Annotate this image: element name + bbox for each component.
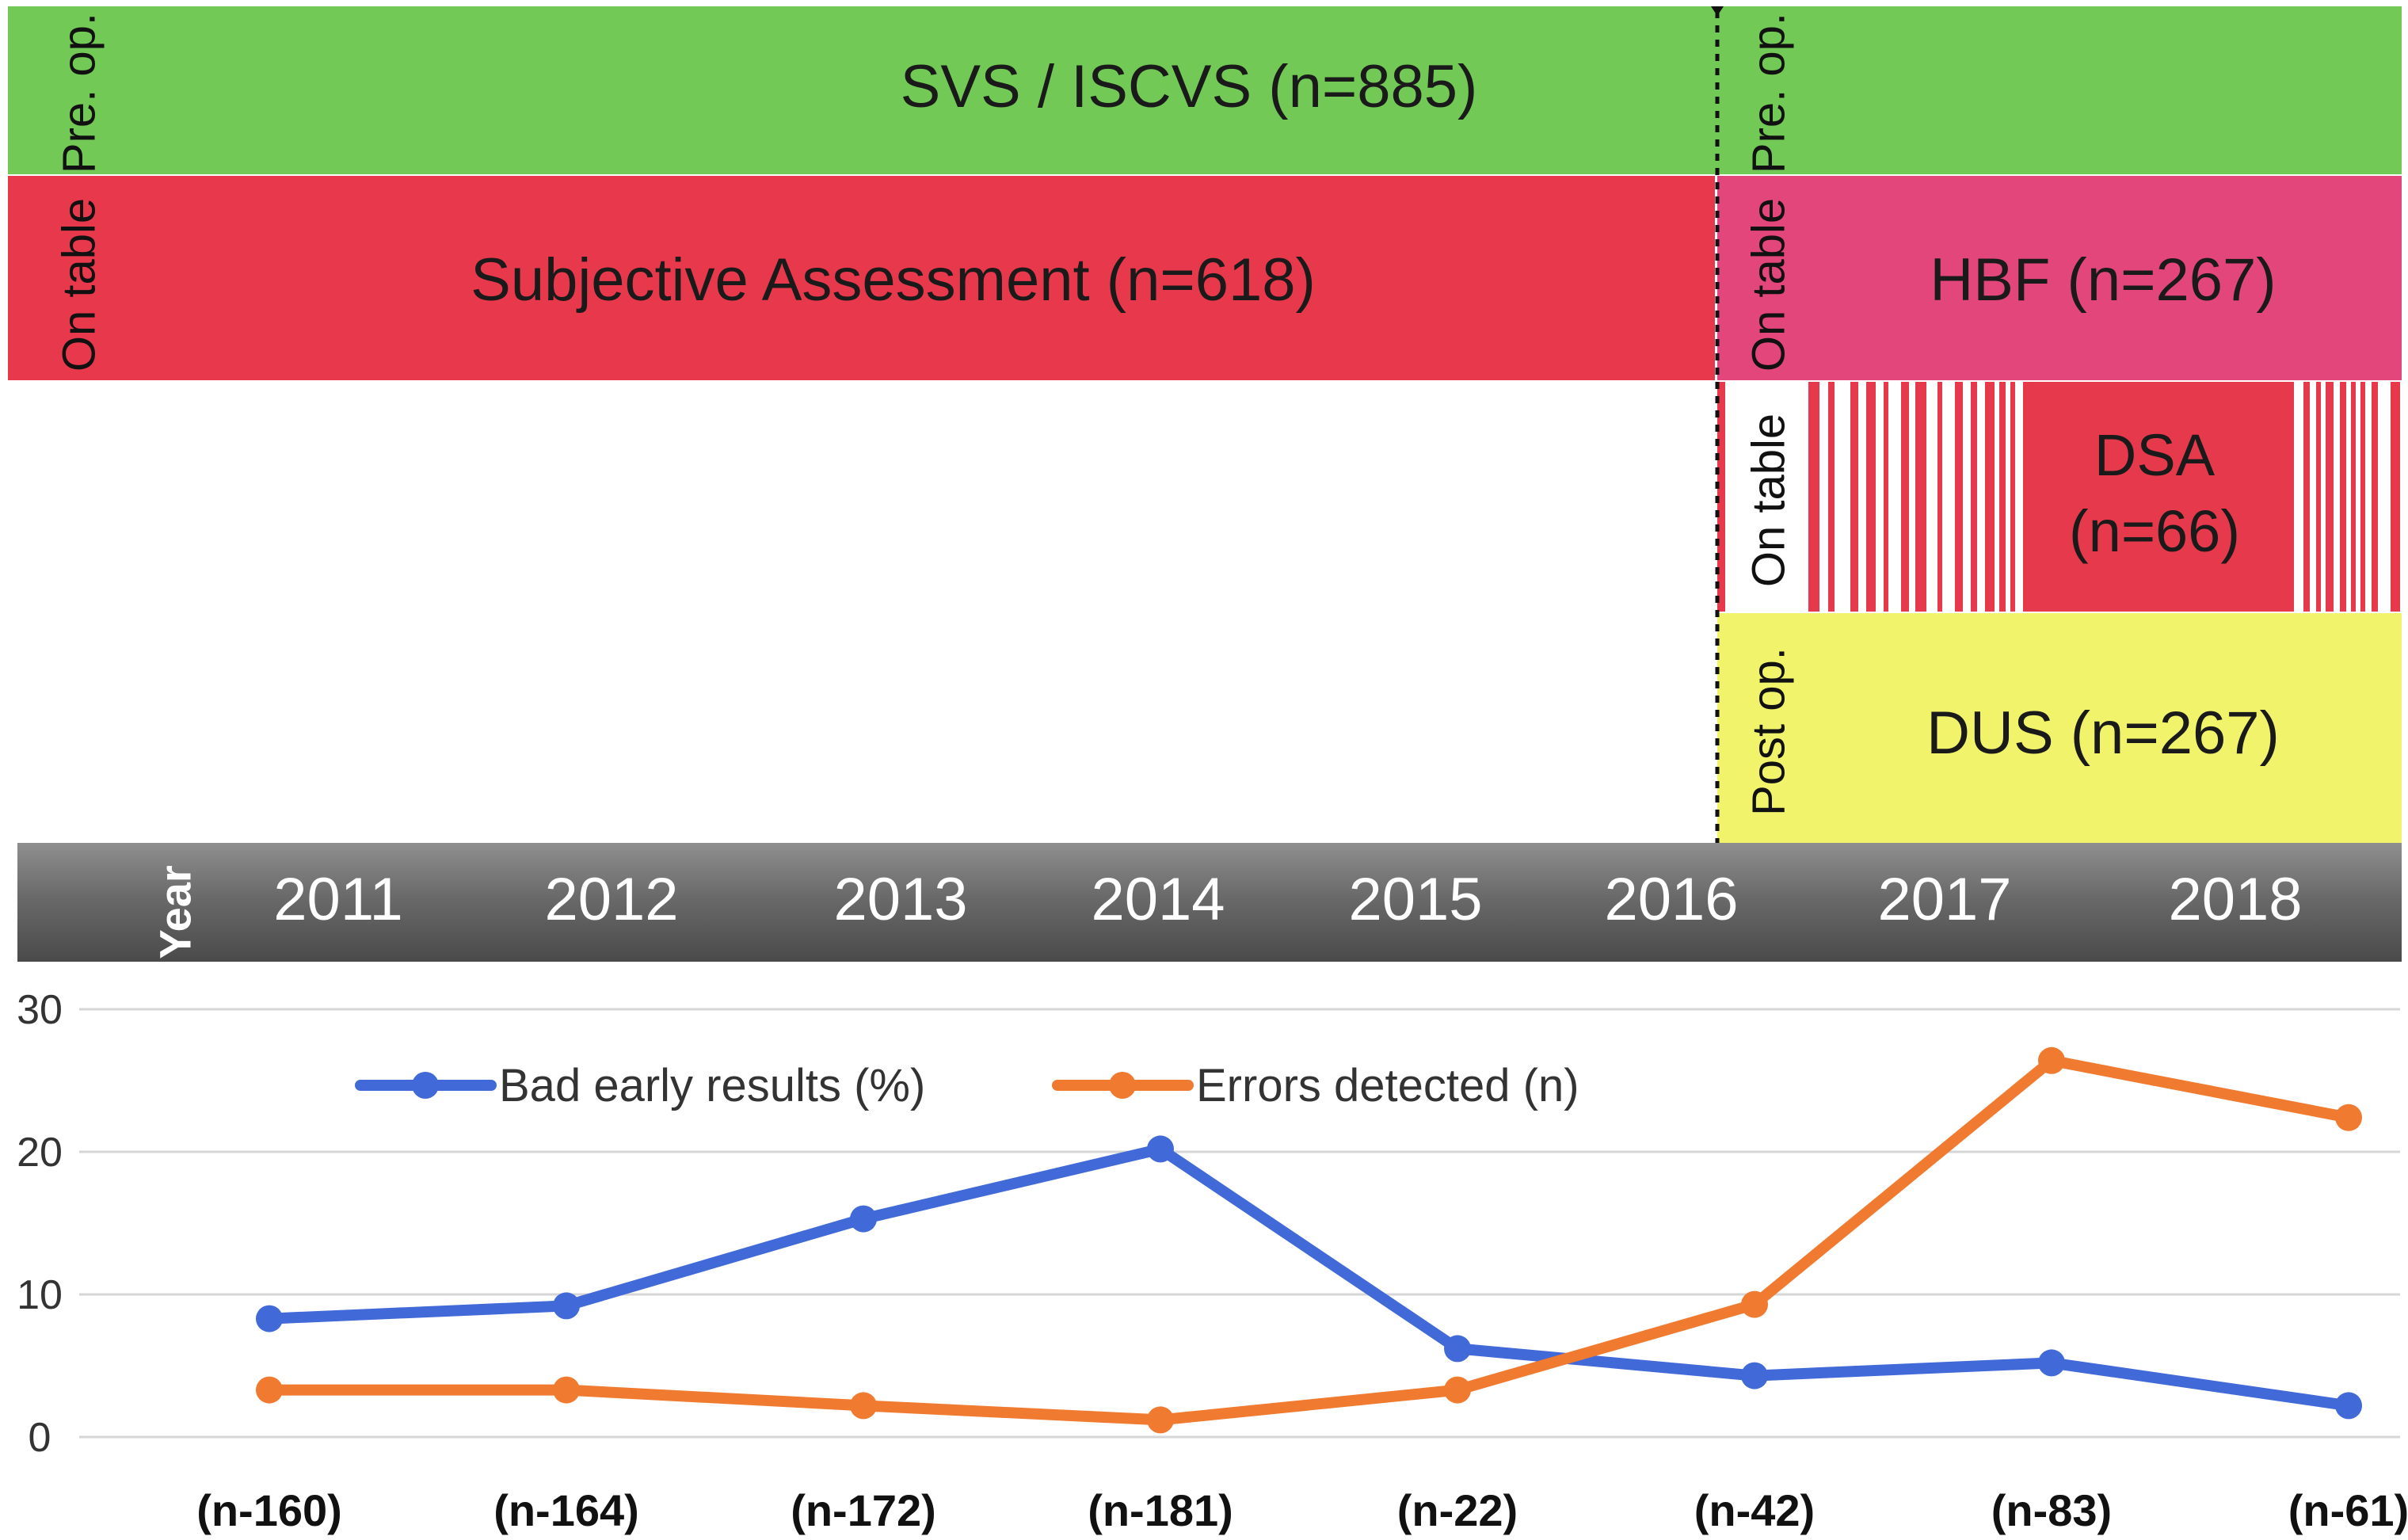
- dsa-stripe: [1999, 382, 2006, 612]
- x-tick-label: (n-181): [1088, 1485, 1233, 1535]
- band-pre-op-text: SVS / ISCVS (n=885): [900, 53, 1478, 120]
- x-tick-label: (n-172): [791, 1485, 936, 1535]
- series-line-1: [264, 1054, 2354, 1426]
- dsa-stripe: [2316, 382, 2321, 612]
- x-tick-label: (n-61): [2288, 1485, 2408, 1535]
- dsa-stripe: [1884, 382, 1888, 612]
- band-pre-op: Pre. op. SVS / ISCVS (n=885) Pre. op.: [8, 6, 2402, 174]
- dsa-stripe: [2010, 382, 2015, 612]
- year-label: Year: [150, 865, 200, 959]
- band-pre-op-label-right: Pre. op.: [1743, 12, 1795, 174]
- legend-marker-0: [412, 1072, 439, 1099]
- band-subjective-assessment: On table Subjective Assessment (n=618): [8, 176, 1715, 380]
- legend-label-0: Bad early results (%): [499, 1060, 925, 1111]
- y-tick-label: 10: [17, 1272, 63, 1318]
- x-tick-label: (n-164): [493, 1485, 639, 1535]
- band-post-op: Post op. DUS (n=267): [1717, 613, 2402, 843]
- y-tick-label: 20: [17, 1130, 63, 1176]
- band-on-table-label-right: On table: [1743, 197, 1795, 372]
- dsa-stripe: [1866, 382, 1876, 612]
- data-point-0: [1741, 1362, 1768, 1389]
- year-bar: Year 2011 2012 2013 2014 2015 2016 2017 …: [17, 843, 2402, 962]
- year-2018: 2018: [2168, 866, 2303, 933]
- dsa-stripe: [2372, 382, 2378, 612]
- dsa-stripe: [2391, 382, 2400, 612]
- data-point-1: [553, 1376, 580, 1404]
- year-2012: 2012: [544, 866, 679, 933]
- band-dsa: On table DSA (n=66): [1717, 382, 2402, 612]
- data-point-0: [850, 1205, 877, 1233]
- band-hbf: On table HBF (n=267): [1717, 176, 2402, 380]
- data-point-1: [256, 1376, 283, 1404]
- band-dsa-text-line2: (n=66): [2069, 498, 2240, 564]
- year-2017: 2017: [1877, 866, 2012, 933]
- dsa-stripe: [2326, 382, 2334, 612]
- year-2015: 2015: [1348, 866, 1483, 933]
- data-point-1: [1147, 1406, 1174, 1434]
- x-tick-label: (n-83): [1991, 1485, 2112, 1535]
- dsa-stripe: [1937, 382, 1942, 612]
- x-tick-label: (n-160): [196, 1485, 342, 1535]
- data-point-1: [2038, 1046, 2065, 1074]
- legend-marker-1: [1109, 1072, 1136, 1099]
- data-point-1: [850, 1392, 877, 1420]
- year-2011: 2011: [273, 866, 403, 933]
- x-tick-label: (n-22): [1397, 1485, 1518, 1535]
- dsa-stripe: [1828, 382, 1835, 612]
- band-post-op-label: Post op.: [1743, 647, 1795, 816]
- legend-label-1: Errors detected (n): [1196, 1060, 1579, 1111]
- dsa-stripe: [1971, 382, 1977, 612]
- band-hbf-text: HBF (n=267): [1930, 246, 2277, 314]
- band-dsa-text-line1: DSA: [2094, 422, 2216, 488]
- dsa-stripe: [1850, 382, 1858, 612]
- dsa-stripe: [2023, 382, 2294, 612]
- year-2014: 2014: [1091, 866, 1225, 933]
- x-tick-label: (n-42): [1694, 1485, 1815, 1535]
- data-point-1: [2335, 1104, 2362, 1131]
- line-chart: 0 10 20 30 (n-160) (n-164) (n-172) (n-181) (n-22…: [17, 987, 2408, 1535]
- data-point-1: [1444, 1376, 1471, 1404]
- band-dsa-label: On table: [1742, 397, 1796, 604]
- y-tick-label: 0: [29, 1415, 51, 1461]
- dsa-stripe: [1985, 382, 1995, 612]
- band-subjective-assessment-text: Subjective Assessment (n=618): [471, 246, 1316, 314]
- dsa-stripe: [1955, 382, 1963, 612]
- year-2013: 2013: [833, 866, 968, 933]
- year-2016: 2016: [1604, 866, 1739, 933]
- data-point-0: [1444, 1335, 1471, 1363]
- y-tick-label: 30: [17, 987, 63, 1033]
- dsa-stripe: [1808, 382, 1819, 612]
- dsa-stripe: [2360, 382, 2365, 612]
- data-point-0: [553, 1292, 580, 1320]
- dsa-stripe: [2351, 382, 2356, 612]
- series-line-0: [264, 1143, 2354, 1412]
- data-point-0: [2038, 1349, 2065, 1377]
- dsa-stripe: [1915, 382, 1926, 612]
- dsa-stripe: [1901, 382, 1909, 612]
- dsa-stripe: [1717, 382, 1725, 612]
- divider-line: [1711, 6, 1724, 886]
- data-point-0: [1147, 1135, 1174, 1163]
- dsa-stripe: [2340, 382, 2346, 612]
- data-point-1: [1741, 1290, 1768, 1318]
- dsa-stripe: [2303, 382, 2310, 612]
- data-point-0: [256, 1305, 283, 1332]
- band-post-op-text: DUS (n=267): [1926, 699, 2280, 767]
- data-point-0: [2335, 1392, 2362, 1420]
